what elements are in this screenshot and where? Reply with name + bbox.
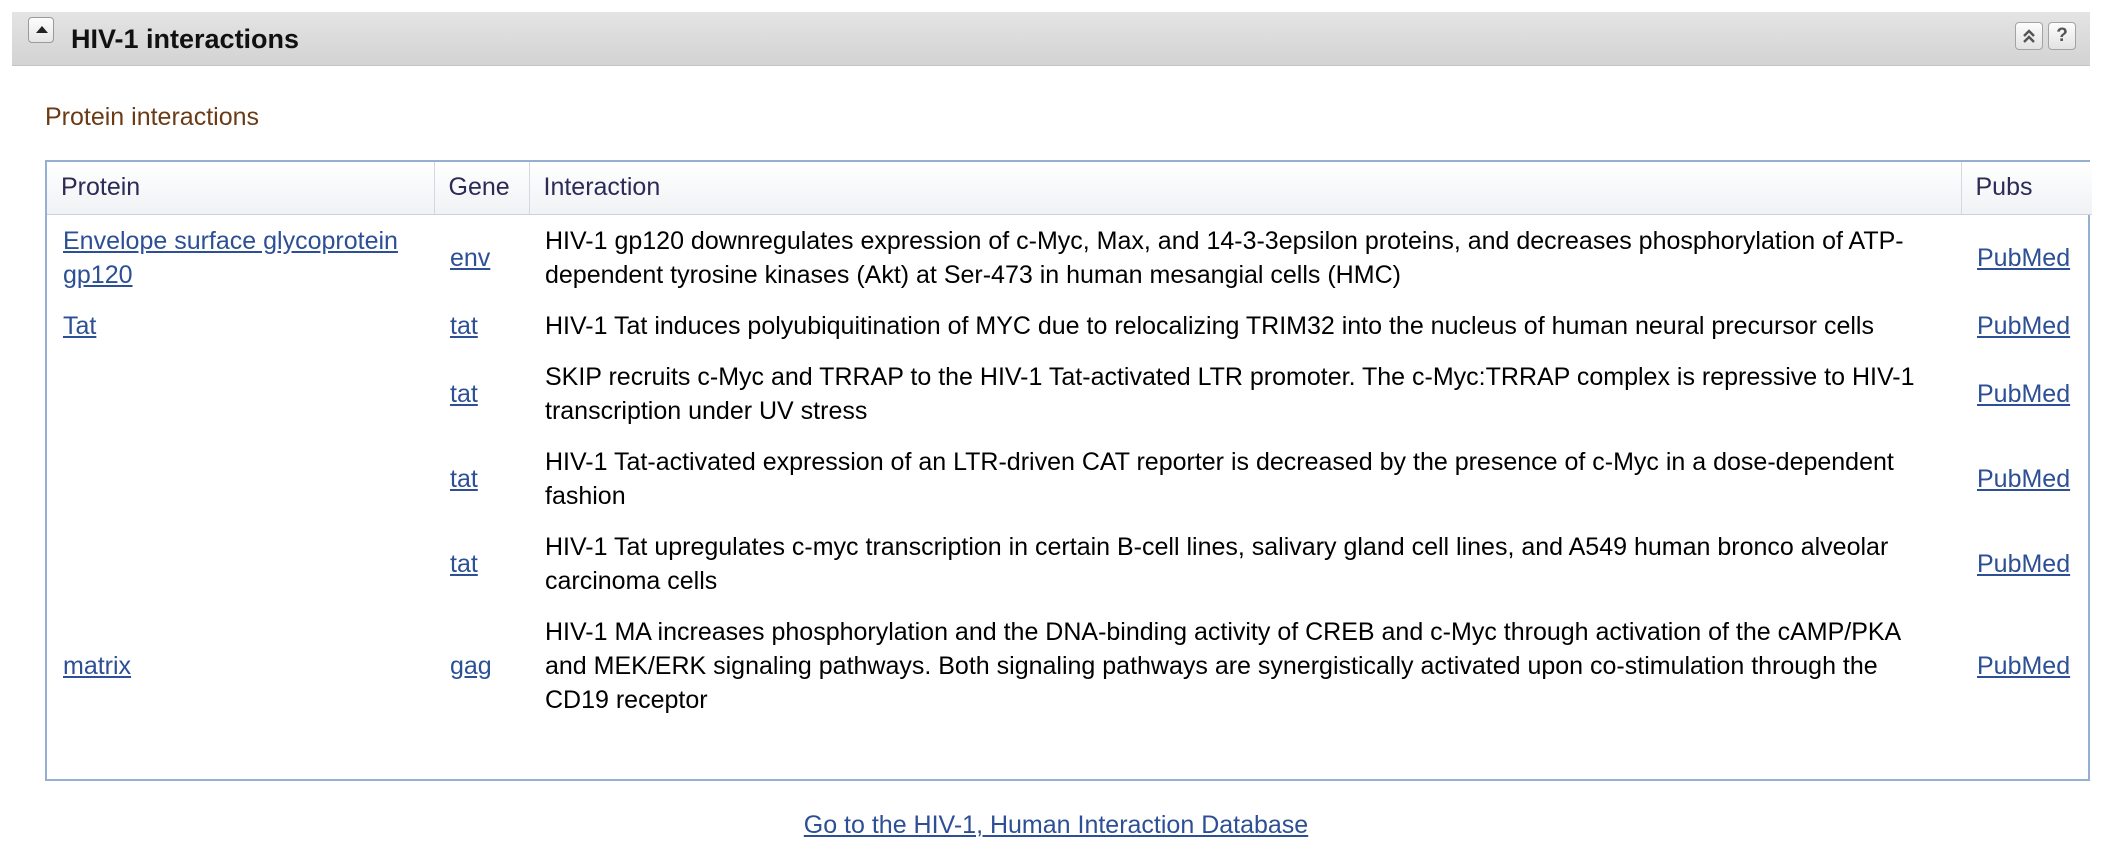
double-chevron-up-icon	[2023, 29, 2035, 43]
table-row: tat HIV-1 Tat-activated expression of an…	[47, 436, 2092, 521]
interaction-text: HIV-1 Tat-activated expression of an LTR…	[545, 447, 1894, 510]
gene-link[interactable]: env	[450, 243, 491, 272]
gene-link[interactable]: tat	[450, 311, 478, 340]
pubmed-link[interactable]: PubMed	[1977, 464, 2071, 493]
table-row: tat SKIP recruits c-Myc and TRRAP to the…	[47, 351, 2092, 436]
interaction-text: HIV-1 gp120 downregulates expression of …	[545, 226, 1904, 289]
protein-link[interactable]: Envelope surface glycoprotein gp120	[63, 226, 398, 289]
gene-link[interactable]: tat	[450, 464, 478, 493]
column-header-protein: Protein	[47, 162, 434, 215]
interaction-text: HIV-1 Tat upregulates c-myc transcriptio…	[545, 532, 1889, 595]
interaction-text: HIV-1 MA increases phosphorylation and t…	[545, 617, 1900, 714]
interaction-text: SKIP recruits c-Myc and TRRAP to the HIV…	[545, 362, 1915, 425]
table-row: Tat tat HIV-1 Tat induces polyubiquitina…	[47, 300, 2092, 351]
help-button[interactable]: ?	[2048, 22, 2076, 50]
table-row: matrix gag HIV-1 MA increases phosphoryl…	[47, 606, 2092, 725]
protein-link[interactable]: matrix	[63, 651, 132, 680]
protein-link[interactable]: Tat	[63, 311, 97, 340]
interaction-table: Protein Gene Interaction Pubs Envelope s…	[45, 160, 2092, 781]
pubmed-link[interactable]: PubMed	[1977, 243, 2071, 272]
gene-link[interactable]: tat	[450, 549, 478, 578]
column-header-pubs: Pubs	[1960, 162, 2092, 215]
gene-link[interactable]: tat	[450, 379, 478, 408]
column-header-gene: Gene	[433, 162, 529, 215]
section-label: Protein interactions	[45, 103, 260, 131]
pubmed-link[interactable]: PubMed	[1977, 379, 2071, 408]
interaction-text: HIV-1 Tat induces polyubiquitination of …	[545, 311, 1874, 340]
scroll-top-button[interactable]	[2015, 22, 2043, 50]
triangle-up-icon	[36, 26, 48, 33]
column-header-interaction: Interaction	[528, 162, 1961, 215]
table-row: tat HIV-1 Tat upregulates c-myc transcri…	[47, 521, 2092, 606]
help-icon: ?	[2056, 25, 2068, 46]
pubmed-link[interactable]: PubMed	[1977, 549, 2071, 578]
table-row: Envelope surface glycoprotein gp120 env …	[47, 214, 2092, 300]
panel-header: HIV-1 interactions ?	[12, 12, 2090, 66]
gene-link[interactable]: gag	[450, 651, 492, 680]
collapse-toggle-button[interactable]	[28, 17, 54, 43]
pubmed-link[interactable]: PubMed	[1977, 311, 2071, 340]
table-header-row: Protein Gene Interaction Pubs	[47, 162, 2092, 215]
pubmed-link[interactable]: PubMed	[1977, 651, 2071, 680]
database-link-container: Go to the HIV-1, Human Interaction Datab…	[0, 808, 2114, 842]
database-link[interactable]: Go to the HIV-1, Human Interaction Datab…	[803, 811, 1309, 839]
panel-title: HIV-1 interactions	[71, 24, 300, 54]
